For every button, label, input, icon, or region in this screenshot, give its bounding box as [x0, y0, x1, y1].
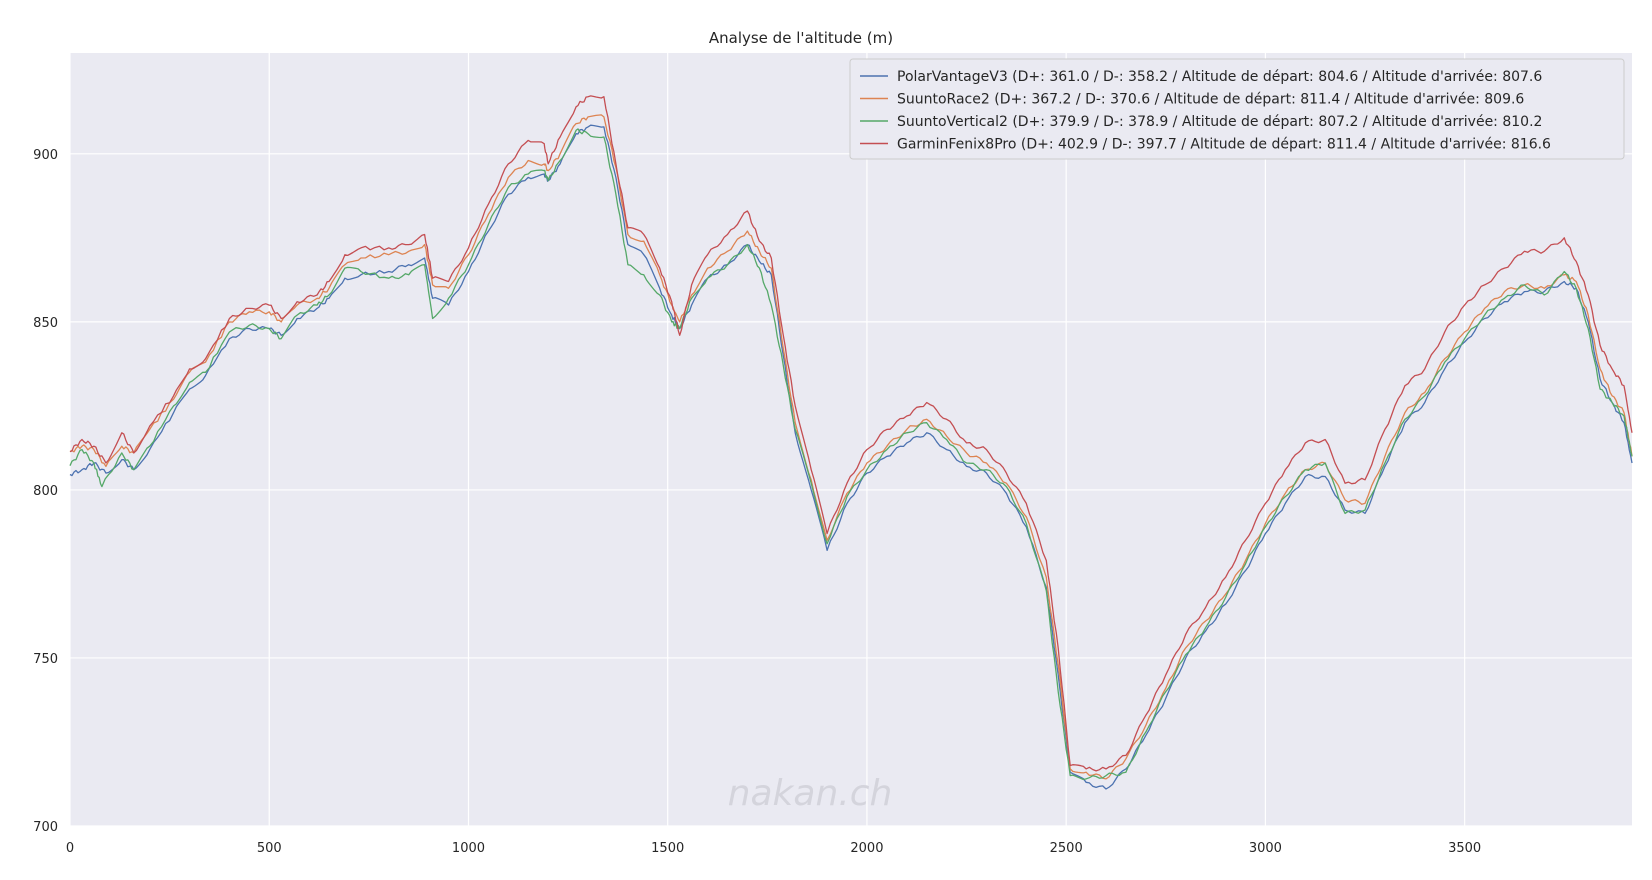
x-tick-label-3: 1500: [651, 841, 684, 856]
legend-entry-1: SuuntoRace2 (D+: 367.2 / D-: 370.6 / Alt…: [897, 92, 1524, 108]
y-axis-ticks: 700 750 800 850 900: [33, 148, 58, 835]
series-line-3: [69, 95, 1633, 772]
x-tick-label-5: 2500: [1050, 841, 1083, 856]
watermark: nakan.ch: [728, 773, 893, 814]
series-line-1: [69, 114, 1633, 780]
y-tick-label-4: 900: [33, 148, 58, 163]
y-tick-label-0: 700: [33, 820, 58, 835]
legend-box: [849, 58, 1625, 160]
x-tick-label-2: 1000: [452, 841, 485, 856]
series-line-2: [69, 128, 1633, 781]
legend-entry-0: PolarVantageV3 (D+: 361.0 / D-: 358.2 / …: [897, 69, 1542, 85]
x-tick-label-0: 0: [66, 841, 74, 856]
x-tick-label-1: 500: [257, 841, 282, 856]
y-tick-label-1: 750: [33, 652, 58, 667]
series-lines: [69, 95, 1633, 790]
x-tick-label-7: 3500: [1448, 841, 1481, 856]
plot-area: [70, 53, 1632, 826]
chart-title: Analyse de l'altitude (m): [709, 29, 893, 47]
y-tick-label-2: 800: [33, 484, 58, 499]
legend-entry-2: SuuntoVertical2 (D+: 379.9 / D-: 378.9 /…: [897, 114, 1542, 130]
y-tick-label-3: 850: [33, 316, 58, 331]
legend-entry-3: GarminFenix8Pro (D+: 402.9 / D-: 397.7 /…: [897, 137, 1551, 153]
legend: PolarVantageV3 (D+: 361.0 / D-: 358.2 / …: [849, 58, 1625, 160]
x-tick-label-4: 2000: [850, 841, 883, 856]
x-axis-ticks: 0 500 1000 1500 2000 2500 3000 3500: [66, 841, 1481, 856]
x-tick-label-6: 3000: [1249, 841, 1282, 856]
